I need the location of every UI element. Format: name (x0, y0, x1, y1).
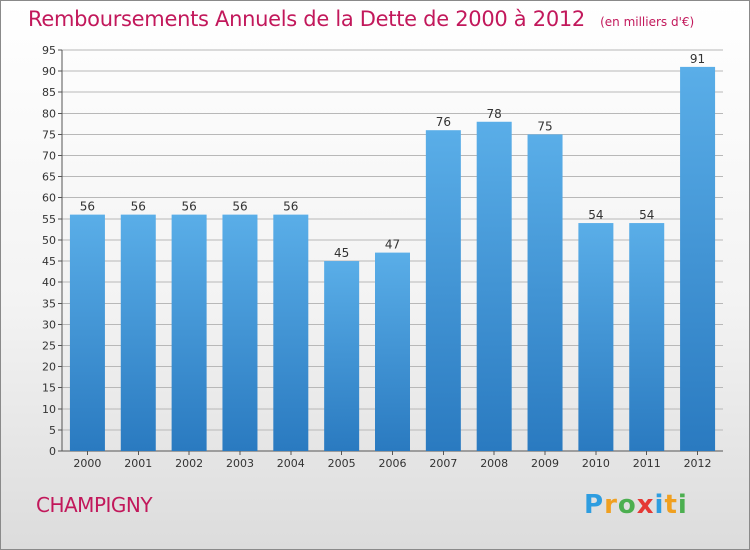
y-tick-label: 55 (42, 213, 56, 226)
y-tick-label: 90 (42, 65, 56, 78)
y-tick-label: 65 (42, 171, 56, 184)
bar-value-label: 91 (690, 52, 705, 66)
y-tick-label: 0 (49, 445, 56, 458)
y-tick-label: 80 (42, 107, 56, 120)
x-tick-label: 2010 (582, 457, 610, 470)
logo-letter: r (604, 490, 618, 520)
y-tick-label: 95 (42, 44, 56, 57)
bar[interactable] (578, 223, 614, 451)
bar-value-label: 78 (487, 107, 502, 121)
bar-value-label: 54 (588, 208, 603, 222)
logo-letter: t (664, 490, 678, 520)
x-tick-label: 2002 (175, 457, 203, 470)
bar[interactable] (527, 134, 563, 451)
y-tick-label: 25 (42, 339, 56, 352)
x-tick-label: 2000 (73, 457, 101, 470)
bar-value-label: 75 (537, 119, 552, 133)
bar[interactable] (171, 214, 207, 451)
bar[interactable] (324, 261, 360, 451)
bar-value-label: 56 (181, 200, 196, 214)
y-tick-label: 30 (42, 318, 56, 331)
x-tick-label: 2009 (531, 457, 559, 470)
place-name: CHAMPIGNY (36, 493, 153, 517)
bar-value-label: 56 (131, 200, 146, 214)
logo-letter: P (584, 490, 605, 520)
bar[interactable] (222, 214, 258, 451)
logo-letter: i (677, 490, 688, 520)
bar-value-label: 47 (385, 238, 400, 252)
y-tick-label: 70 (42, 150, 56, 163)
bar-value-label: 54 (639, 208, 654, 222)
y-tick-label: 10 (42, 403, 56, 416)
bar[interactable] (425, 130, 461, 451)
x-tick-label: 2005 (328, 457, 356, 470)
chart-subtitle: (en milliers d'€) (600, 15, 695, 29)
bar[interactable] (476, 121, 512, 451)
y-tick-label: 20 (42, 361, 56, 374)
bar[interactable] (375, 252, 410, 451)
bars (69, 66, 716, 451)
y-tick-label: 45 (42, 255, 56, 268)
y-tick-label: 60 (42, 192, 56, 205)
bar-value-label: 56 (232, 200, 247, 214)
title-row: Remboursements Annuels de la Dette de 20… (28, 7, 694, 31)
y-tick-label: 75 (42, 128, 56, 141)
logo-letter: o (617, 490, 637, 520)
bar-value-label: 76 (436, 115, 451, 129)
y-tick-label: 5 (49, 424, 56, 437)
x-tick-label: 2004 (277, 457, 305, 470)
x-tick-label: 2008 (480, 457, 508, 470)
x-tick-label: 2007 (429, 457, 457, 470)
x-axis-ticks: 2000 2001 2002 2003 2004 2005 2006 2007 2008 2009… (73, 451, 712, 470)
y-tick-label: 15 (42, 382, 56, 395)
x-tick-label: 2011 (633, 457, 661, 470)
bar-value-label: 56 (80, 200, 95, 214)
chart-title: Remboursements Annuels de la Dette de 20… (28, 7, 585, 31)
y-tick-label: 35 (42, 297, 56, 310)
bar[interactable] (680, 66, 716, 451)
data-labels: 56 56 56 56 56 45 47 76 78 75 54 54 91 (80, 52, 705, 260)
y-tick-label: 50 (42, 234, 56, 247)
bar-value-label: 56 (283, 200, 298, 214)
bar[interactable] (273, 214, 309, 451)
bar-value-label: 45 (334, 246, 349, 260)
y-tick-label: 85 (42, 86, 56, 99)
bar[interactable] (69, 214, 105, 451)
bar[interactable] (120, 214, 156, 451)
x-tick-label: 2006 (379, 457, 407, 470)
y-tick-label: 40 (42, 276, 56, 289)
logo-letter: x (636, 490, 655, 520)
logo-letter: i (654, 490, 665, 520)
x-tick-label: 2001 (124, 457, 152, 470)
bar[interactable] (629, 223, 665, 451)
x-tick-label: 2012 (684, 457, 712, 470)
x-tick-label: 2003 (226, 457, 254, 470)
proxiti-logo[interactable]: Proxiti (584, 490, 688, 520)
